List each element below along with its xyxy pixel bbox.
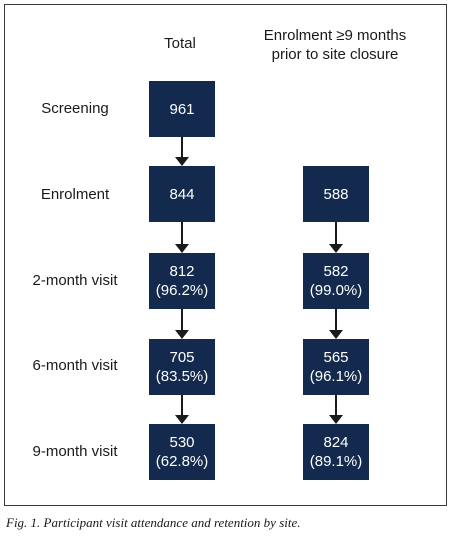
column-header-enrolment-line1: Enrolment ≥9 months xyxy=(263,27,407,44)
column-header-enrolment: Enrolment ≥9 months prior to site closur… xyxy=(240,26,430,64)
row-label-9-month-visit: 9-month visit xyxy=(32,443,118,460)
box-percent: (83.5%) xyxy=(155,368,209,385)
figure-frame xyxy=(4,4,447,506)
total-6-month-box: 705 (83.5%) xyxy=(149,339,215,395)
figure-caption: Fig. 1. Participant visit attendance and… xyxy=(6,515,301,530)
box-value: 812 xyxy=(169,263,195,280)
box-value: 961 xyxy=(169,100,195,118)
enrol-9-month-box: 824 (89.1%) xyxy=(303,424,369,480)
arrow-down-icon xyxy=(329,395,343,424)
total-9-month-box: 530 (62.8%) xyxy=(149,424,215,480)
box-value: 705 xyxy=(169,349,195,366)
total-enrolment-box: 844 xyxy=(149,166,215,222)
row-label-6-month-visit: 6-month visit xyxy=(32,357,118,374)
box-value: 588 xyxy=(323,185,349,203)
arrow-down-icon xyxy=(329,222,343,253)
arrow-down-icon xyxy=(175,395,189,424)
column-header-total: Total xyxy=(164,35,196,52)
row-label-enrolment: Enrolment xyxy=(40,186,110,203)
enrol-2-month-box: 582 (99.0%) xyxy=(303,253,369,309)
arrow-down-icon xyxy=(329,309,343,339)
total-2-month-box: 812 (96.2%) xyxy=(149,253,215,309)
box-value: 530 xyxy=(169,434,195,451)
arrow-down-icon xyxy=(175,309,189,339)
arrow-down-icon xyxy=(175,137,189,166)
row-label-2-month-visit: 2-month visit xyxy=(32,272,118,289)
box-percent: (62.8%) xyxy=(155,453,209,470)
box-value: 844 xyxy=(169,185,195,203)
box-value: 565 xyxy=(323,349,349,366)
total-screening-box: 961 xyxy=(149,81,215,137)
box-percent: (96.1%) xyxy=(309,368,363,385)
arrow-down-icon xyxy=(175,222,189,253)
box-value: 824 xyxy=(323,434,349,451)
box-value: 582 xyxy=(323,263,349,280)
box-percent: (99.0%) xyxy=(309,282,363,299)
column-header-enrolment-line2: prior to site closure xyxy=(271,46,399,63)
enrol-6-month-box: 565 (96.1%) xyxy=(303,339,369,395)
box-percent: (96.2%) xyxy=(155,282,209,299)
enrol-enrolment-box: 588 xyxy=(303,166,369,222)
box-percent: (89.1%) xyxy=(309,453,363,470)
row-label-screening: Screening xyxy=(41,100,109,117)
